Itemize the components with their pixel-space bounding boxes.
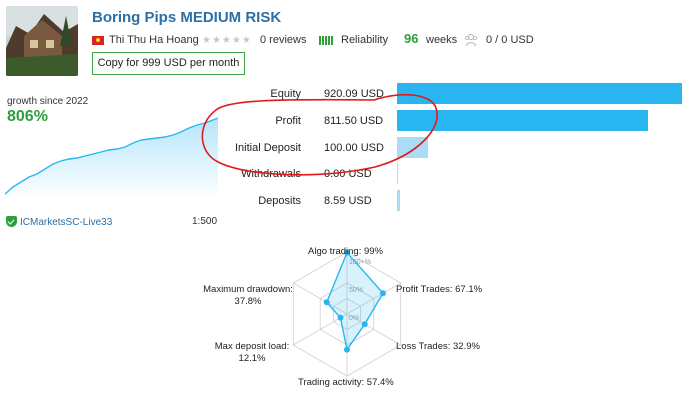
avatar[interactable] bbox=[6, 6, 78, 76]
stat-value-deposits: 8.59 USD bbox=[324, 195, 372, 207]
red-annotation-circle bbox=[201, 93, 438, 176]
radar-point-max-deposit-load bbox=[337, 314, 344, 321]
subscribers-value: 0 / 0 USD bbox=[486, 34, 534, 46]
deposits-bar bbox=[397, 190, 400, 211]
radar-point-trading-activity bbox=[344, 346, 350, 353]
author-name[interactable]: Thi Thu Ha Hoang bbox=[109, 34, 199, 46]
radar-scale-50: 50% bbox=[349, 287, 363, 294]
server-name[interactable]: ICMarketsSC-Live33 bbox=[20, 217, 113, 228]
stat-value-withdrawals: 0.00 USD bbox=[324, 168, 372, 180]
rating-stars-icon[interactable]: ★★★★★ bbox=[202, 35, 252, 46]
growth-sparkline[interactable] bbox=[5, 90, 220, 200]
reliability-label: Reliability bbox=[341, 34, 389, 46]
radar-label-trading-activity: Trading activity: 57.4% bbox=[298, 377, 394, 388]
stat-value-profit: 811.50 USD bbox=[324, 115, 384, 127]
reviews-count[interactable]: 0 reviews bbox=[260, 34, 307, 46]
stat-label-equity: Equity bbox=[270, 88, 301, 100]
equity-bar bbox=[397, 83, 682, 104]
growth-label: growth since 2022 bbox=[7, 96, 89, 107]
copy-signal-button[interactable]: Copy for 999 USD per month bbox=[92, 52, 245, 75]
stat-value-equity: 920.09 USD bbox=[324, 88, 384, 100]
signal-title[interactable]: Boring Pips MEDIUM RISK bbox=[92, 9, 282, 26]
leverage: 1:500 bbox=[192, 216, 218, 227]
radar-label-loss-trades: Loss Trades: 32.9% bbox=[396, 341, 480, 352]
radar-chart: 100+% 50% 0% bbox=[292, 249, 402, 377]
subscribers-icon bbox=[464, 33, 478, 51]
radar-scale-0: 0% bbox=[349, 315, 359, 322]
radar-scale-100: 100+% bbox=[349, 259, 371, 266]
verified-shield-icon bbox=[6, 216, 17, 227]
profit-bar bbox=[397, 110, 648, 131]
stat-label-profit: Profit bbox=[275, 115, 301, 127]
radar-label-maximum-drawdown-value: 37.8% bbox=[234, 296, 262, 307]
stat-label-initial-deposit: Initial Deposit bbox=[234, 142, 301, 154]
radar-label-maximum-drawdown-title: Maximum drawdown: bbox=[203, 284, 293, 295]
radar-point-maximum-drawdown bbox=[323, 299, 330, 306]
radar-point-profit-trades bbox=[380, 290, 386, 297]
radar-point-algo-trading bbox=[344, 249, 350, 256]
stat-label-deposits: Deposits bbox=[258, 195, 301, 207]
radar-label-max-deposit-load: Max deposit load: 12.1% bbox=[212, 341, 292, 365]
radar-label-max-deposit-load-value: 12.1% bbox=[238, 353, 266, 364]
radar-label-max-deposit-load-title: Max deposit load: bbox=[214, 341, 290, 352]
vietnam-flag-icon bbox=[92, 36, 104, 45]
radar-label-algo-trading: Algo trading: 99% bbox=[308, 246, 383, 257]
radar-label-profit-trades: Profit Trades: 67.1% bbox=[396, 284, 483, 295]
growth-value: 806% bbox=[7, 108, 48, 125]
radar-label-maximum-drawdown: Maximum drawdown: 37.8% bbox=[202, 284, 294, 308]
stat-label-withdrawals: Withdrawals bbox=[241, 168, 301, 180]
radar-data-polygon bbox=[325, 251, 384, 352]
stat-value-initial-deposit: 100.00 USD bbox=[324, 142, 384, 154]
weeks-number: 96 bbox=[404, 31, 419, 46]
radar-point-loss-trades bbox=[361, 321, 368, 328]
signal-meta: Thi Thu Ha Hoang ★★★★★ 0 reviews Reliabi… bbox=[92, 31, 652, 51]
reliability-bars-icon bbox=[319, 36, 333, 45]
withdrawals-bar bbox=[397, 163, 398, 184]
broker-server[interactable]: ICMarketsSC-Live33 bbox=[6, 216, 112, 228]
weeks-label: weeks bbox=[426, 34, 458, 46]
radar-grid bbox=[292, 251, 402, 377]
initial-deposit-bar bbox=[397, 137, 428, 158]
